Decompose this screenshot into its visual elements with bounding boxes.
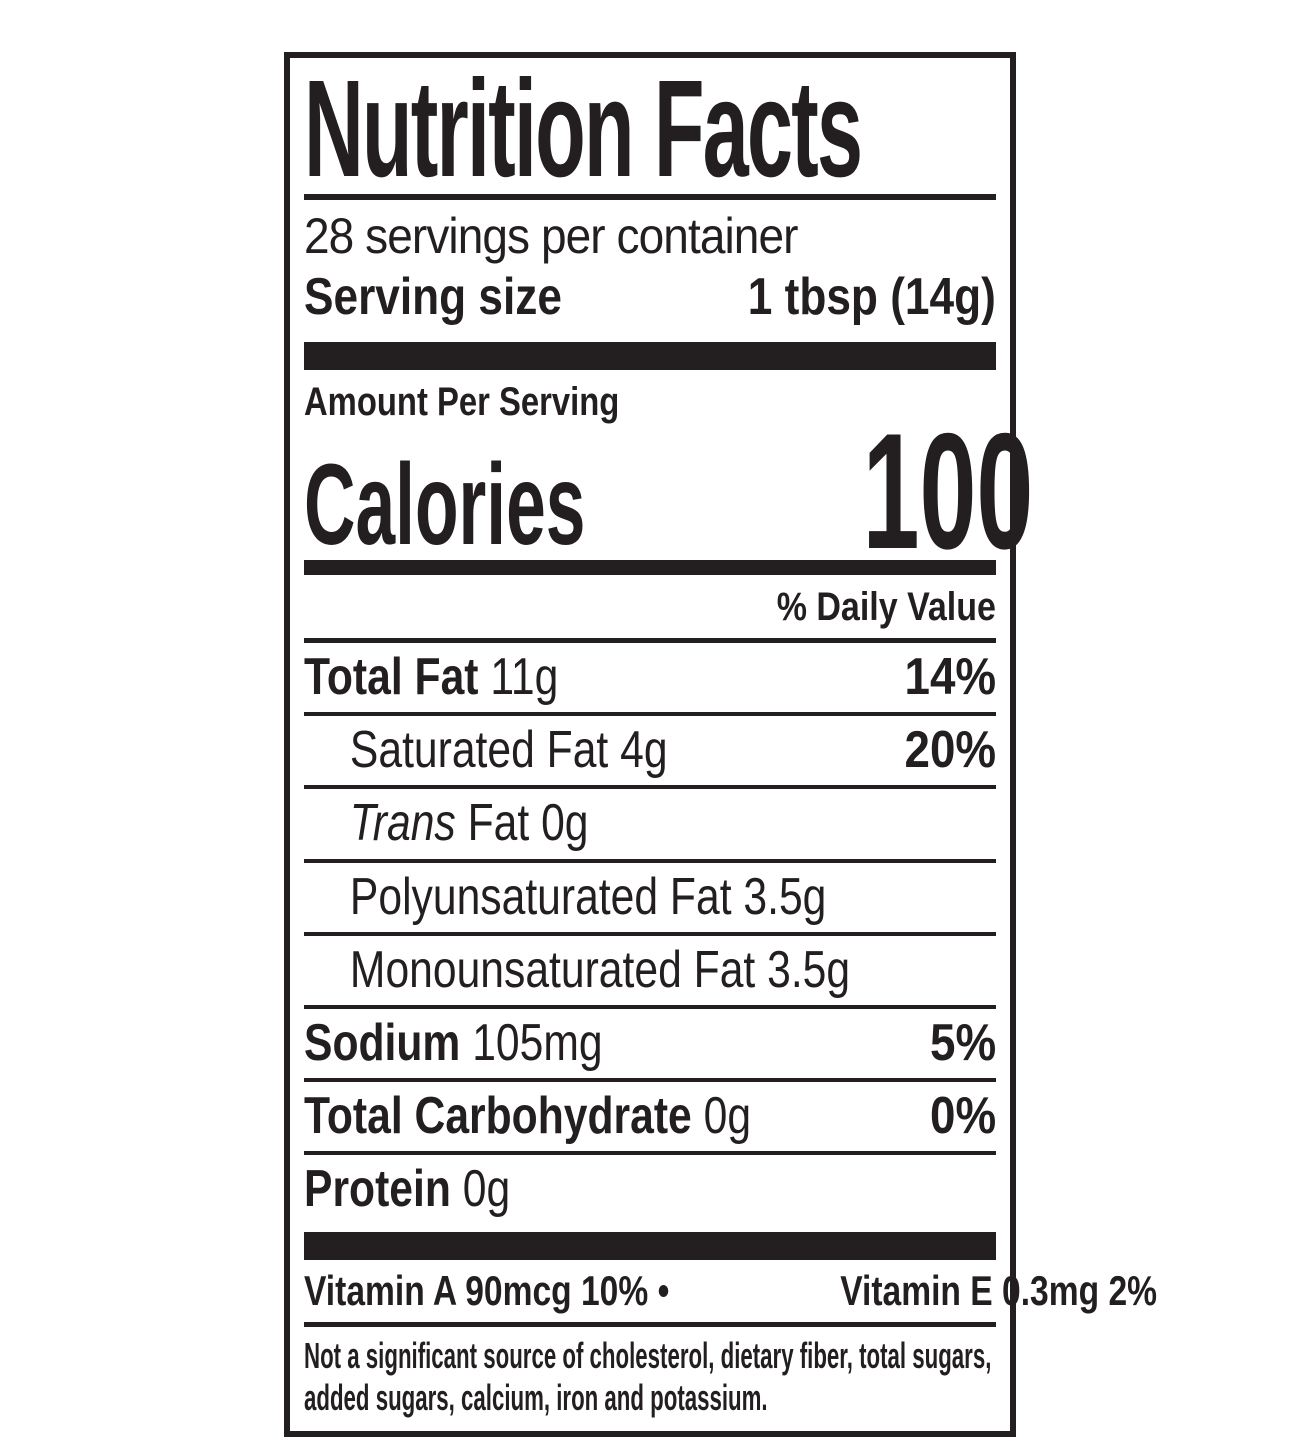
serving-size-value: 1 tbsp (14g) (747, 267, 996, 326)
nutrient-amount: 11g (490, 648, 559, 707)
nutrient-row-polyunsaturated-fat: Polyunsaturated Fat 3.5g (304, 863, 996, 932)
nutrient-row-monounsaturated-fat: Monounsaturated Fat 3.5g (304, 936, 996, 1005)
row-divider (304, 858, 996, 863)
footnote: Not a significant source of cholesterol,… (304, 1334, 992, 1418)
calories-row: Calories 100 (304, 408, 1033, 573)
nutrient-row-sodium: Sodium 105mg 5% (304, 1009, 996, 1078)
serving-size-row: Serving size 1 tbsp (14g) (304, 267, 996, 326)
calories-label: Calories (304, 440, 586, 569)
nutrient-dv: 20% (904, 721, 996, 780)
nutrient-amount: 0g (541, 794, 589, 853)
nutrient-name: Sodium (304, 1013, 461, 1072)
daily-value-divider (304, 638, 996, 644)
nutrient-amount: 105mg (472, 1013, 603, 1072)
nutrient-dv: 0% (929, 1087, 996, 1146)
nutrient-name-italic: Trans (349, 794, 456, 853)
row-divider (304, 931, 996, 936)
bullet-separator: • (657, 1267, 670, 1315)
row-divider (304, 712, 996, 717)
nutrient-amount: 4g (620, 721, 668, 780)
amount-per-serving-label: Amount Per Serving (304, 380, 620, 425)
row-divider (304, 1078, 996, 1083)
calories-value: 100 (862, 399, 1034, 583)
nutrient-dv: 5% (929, 1013, 996, 1072)
nutrient-amount: 0g (462, 1160, 511, 1219)
nutrient-row-protein: Protein 0g (304, 1155, 996, 1224)
nutrient-name: Fat (467, 794, 530, 853)
vitamin-a-value: Vitamin A 90mcg 10% (304, 1267, 649, 1315)
nutrient-amount: 3.5g (743, 867, 827, 926)
nutrient-name: Protein (304, 1160, 451, 1219)
vitamins-divider (304, 1321, 996, 1327)
nutrient-amount: 3.5g (767, 940, 851, 999)
section-bar-bottom (304, 1232, 996, 1261)
nutrient-name: Total Carbohydrate (304, 1087, 692, 1146)
nutrient-name: Saturated Fat (349, 721, 609, 780)
nutrient-amount: 0g (703, 1087, 752, 1146)
nutrient-row-trans-fat: Trans Fat 0g (304, 789, 996, 858)
vitamins-row: Vitamin A 90mcg 10% • Vitamin E 0.3mg 2% (304, 1260, 1157, 1321)
title-divider (304, 193, 996, 200)
serving-size-label: Serving size (304, 267, 562, 326)
row-divider (304, 1004, 996, 1009)
servings-per-container: 28 servings per container (304, 207, 798, 264)
vitamin-e-value: Vitamin E 0.3mg 2% (839, 1267, 1157, 1315)
nutrition-facts-label: Nutrition Facts 28 servings per containe… (284, 52, 1157, 1438)
daily-value-header: % Daily Value (776, 585, 996, 630)
nutrient-name: Polyunsaturated Fat (349, 867, 732, 926)
section-bar-top (304, 342, 996, 371)
nutrient-name: Total Fat (304, 648, 479, 707)
nutrition-facts-title: Nutrition Facts (304, 52, 863, 206)
nutrient-row-total-carbohydrate: Total Carbohydrate 0g 0% (304, 1082, 996, 1151)
nutrient-row-saturated-fat: Saturated Fat 4g 20% (304, 716, 996, 785)
nutrient-name: Monounsaturated Fat (349, 940, 756, 999)
row-divider (304, 785, 996, 790)
row-divider (304, 1151, 996, 1156)
nutrient-row-total-fat: Total Fat 11g 14% (304, 643, 996, 712)
nutrient-dv: 14% (904, 648, 996, 707)
section-bar-calories (304, 560, 996, 576)
